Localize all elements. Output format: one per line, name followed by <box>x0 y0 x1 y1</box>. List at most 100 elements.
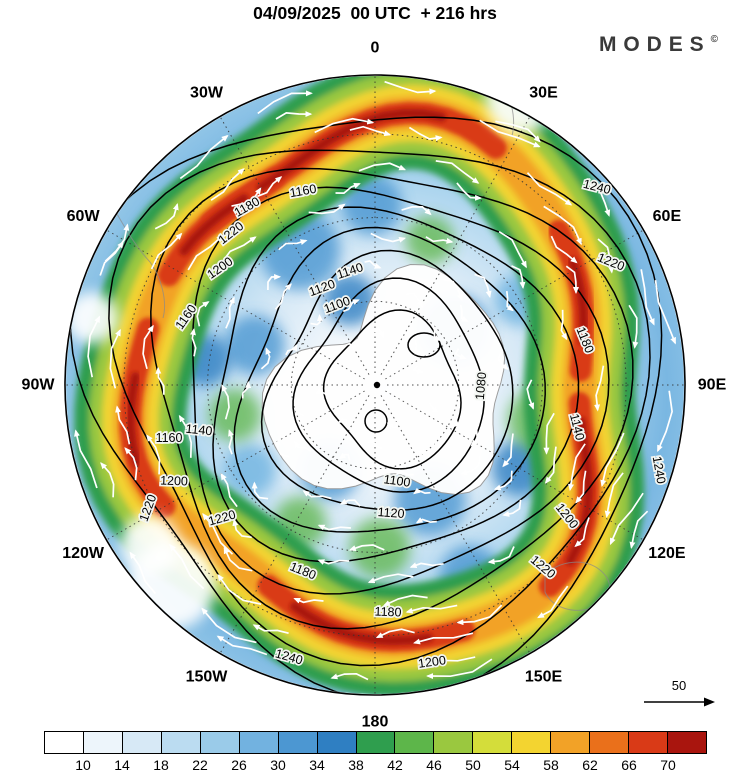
chart-title: 04/09/2025 00 UTC + 216 hrs <box>253 3 497 23</box>
streamline-arrow <box>452 411 460 428</box>
colorbar-cell <box>434 732 474 753</box>
contour-label: 1080 <box>473 371 489 400</box>
streamline-arrow <box>178 414 193 458</box>
streamline-arrow <box>568 443 586 492</box>
streamline-arrow <box>330 672 369 681</box>
colorbar-tick-label: 26 <box>231 757 247 773</box>
streamline-arrow <box>609 492 644 546</box>
longitude-label: 180 <box>362 714 389 731</box>
streamline-arrow <box>588 183 611 217</box>
longitude-label: 90W <box>22 377 56 394</box>
height-contour <box>322 309 462 470</box>
colorbar-tick-label: 42 <box>387 757 403 773</box>
colorbar-cell <box>356 732 396 753</box>
streamline-arrow <box>386 421 398 430</box>
streamline-arrow <box>425 236 454 244</box>
streamline-arrow <box>456 604 503 626</box>
longitude-label: 30W <box>190 85 224 102</box>
streamline-arrow <box>505 291 514 312</box>
streamline-arrow <box>640 269 655 326</box>
closed-contour-low <box>364 409 388 433</box>
streamline-arrow <box>109 328 121 389</box>
reference-vector: 50 <box>640 678 718 714</box>
streamline-arrow <box>511 265 526 289</box>
streamline-arrow <box>454 348 467 360</box>
colorbar-tick-label: 62 <box>582 757 598 773</box>
streamline-arrow <box>495 120 541 143</box>
streamline-arrow <box>349 125 392 137</box>
streamline-arrow <box>348 544 385 551</box>
reference-vector-arrow <box>644 697 715 707</box>
streamline-arrow <box>413 487 431 495</box>
longitude-label: 60E <box>653 208 682 225</box>
streamline-arrow <box>537 585 569 619</box>
streamline-arrow <box>502 433 514 468</box>
streamline-arrow <box>597 238 615 274</box>
modes-copyright-mark: © <box>710 34 718 45</box>
streamline-arrow <box>364 259 382 269</box>
streamline-arrow <box>216 635 268 656</box>
modes-logo: MODES© <box>599 33 718 57</box>
colorbar-tick-label: 14 <box>114 757 130 773</box>
streamline-arrow <box>412 365 425 375</box>
streamline-arrow <box>231 187 262 207</box>
streamline-arrow <box>169 543 205 590</box>
colorbar-tick-label: 34 <box>309 757 325 773</box>
streamline-arrow <box>497 351 509 371</box>
contour-label: 1180 <box>374 605 401 620</box>
streamline-arrow <box>338 452 351 461</box>
colorbar-cell <box>278 732 318 753</box>
colorbar-cell <box>551 732 591 753</box>
streamline-arrow <box>154 202 179 230</box>
streamline-arrow <box>474 273 492 299</box>
streamline-arrow <box>190 328 197 357</box>
streamline-arrow <box>426 658 493 680</box>
streamline-arrow <box>100 462 115 498</box>
streamline-arrow <box>550 235 578 264</box>
streamline-arrow <box>470 421 479 447</box>
streamline-arrow <box>367 438 383 450</box>
streamline-arrow <box>217 573 262 606</box>
contour-label: 1120 <box>377 505 405 521</box>
map-rim <box>64 74 686 696</box>
longitude-label: 60W <box>67 208 101 225</box>
streamline-arrow <box>502 499 522 517</box>
streamline-arrow <box>526 379 535 410</box>
streamline-arrow <box>228 429 234 455</box>
colorbar-cell <box>83 732 123 753</box>
streamline-arrow <box>308 203 346 215</box>
colorbar-cell <box>122 732 162 753</box>
streamline-arrow <box>560 309 568 341</box>
streamline-arrow <box>337 417 348 426</box>
streamline-arrow <box>657 390 673 453</box>
longitude-label: 150E <box>525 668 563 685</box>
streamline-arrow <box>428 402 439 413</box>
streamline-arrow <box>654 279 676 345</box>
colorbar-tick-label: 70 <box>660 757 676 773</box>
colorbar: 10 14 18 22 26 30 34 38 42 46 50 54 58 62 66 70 <box>44 731 707 774</box>
streamline-arrow <box>543 412 555 455</box>
colorbar-cell <box>317 732 357 753</box>
streamline-arrow <box>382 594 428 607</box>
longitude-label: 90E <box>698 377 727 394</box>
height-contour <box>260 249 514 511</box>
longitude-label: 0 <box>371 40 380 57</box>
streamline-arrow <box>384 80 437 95</box>
height-contour <box>212 206 580 563</box>
streamline-arrow <box>442 278 463 302</box>
longitude-label: 30E <box>529 85 558 102</box>
colorbar-cell <box>161 732 201 753</box>
streamline-arrow <box>155 366 165 395</box>
height-contour <box>108 149 651 667</box>
streamline-arrow <box>179 134 229 180</box>
streamline-arrow <box>104 223 130 262</box>
streamline-arrow <box>202 513 234 555</box>
streamline-arrow <box>416 441 435 455</box>
contour-label: 1240 <box>650 455 669 485</box>
streamline-arrow <box>241 380 252 399</box>
streamline-arrow <box>459 304 469 322</box>
streamline-arrow <box>275 111 313 120</box>
streamline-arrow <box>367 573 414 584</box>
streamline-arrow <box>487 546 515 565</box>
